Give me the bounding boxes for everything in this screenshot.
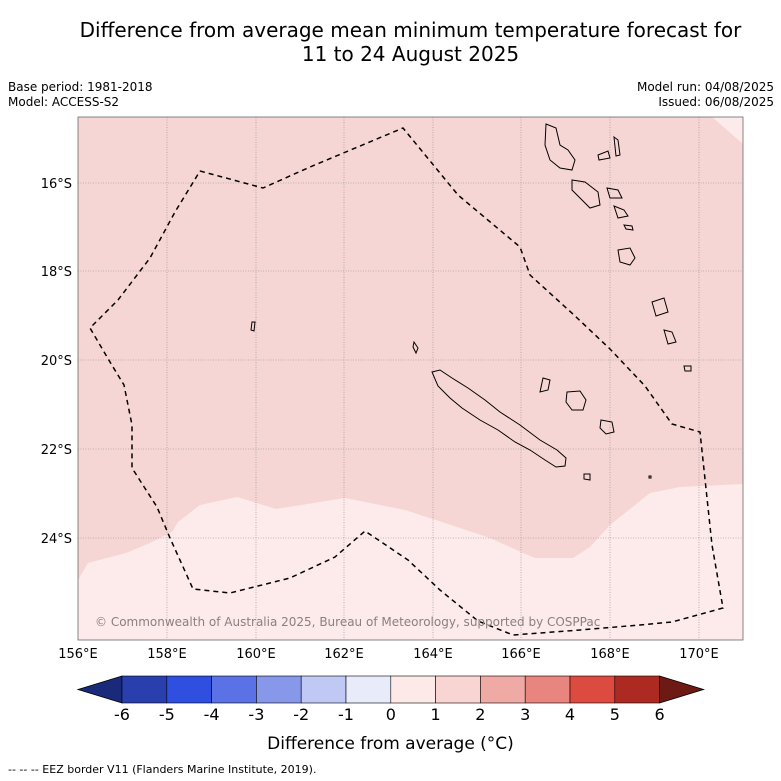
lon-tick: 162°E: [324, 647, 364, 662]
lon-tick: 160°E: [236, 647, 276, 662]
colorbar-swatch: [524, 675, 571, 704]
colorbar-tick-label: 4: [565, 705, 575, 724]
anomaly-zone-corner: [712, 117, 743, 144]
lon-tick: 156°E: [58, 647, 98, 662]
model-name: Model: ACCESS-S2: [8, 95, 120, 109]
longitude-axis: 156°E 158°E 160°E 162°E 164°E 166°E 168°…: [58, 647, 719, 662]
base-period: Base period: 1981-2018: [8, 80, 153, 94]
belep-island: [412, 340, 419, 355]
colorbar-tick-label: -2: [293, 705, 309, 724]
lifou-island: [565, 390, 587, 411]
chesterfield-islet: [250, 321, 256, 332]
new-caledonia-island: [431, 369, 567, 468]
colorbar-swatch: [166, 675, 212, 704]
title-line-2: 11 to 24 August 2025: [301, 42, 520, 66]
lon-tick: 158°E: [147, 647, 187, 662]
colorbar-tick-label: 1: [431, 705, 441, 724]
colorbar-tick-label: 6: [655, 705, 665, 724]
colorbar-tick-label: -6: [114, 705, 130, 724]
mare-island: [599, 419, 615, 435]
colorbar-tick-label: 3: [520, 705, 530, 724]
meta-left: Base period: 1981-2018 Model: ACCESS-S2: [8, 80, 153, 110]
lon-tick: 164°E: [413, 647, 453, 662]
footnote: -- -- -- EEZ border V11 (Flanders Marine…: [8, 763, 317, 776]
walpole-islet: [648, 475, 652, 479]
colorbar-tick-label: -3: [248, 705, 264, 724]
colorbar-swatch: [614, 675, 660, 704]
meta-right: Model run: 04/08/2025 Issued: 06/08/2025: [637, 80, 774, 110]
lat-tick: 24°S: [41, 532, 72, 547]
colorbar-extend-low: [76, 675, 123, 704]
copyright-notice: © Commonwealth of Australia 2025, Bureau…: [95, 615, 600, 629]
map-frame: [77, 116, 744, 641]
colorbar-extend-high: [659, 675, 705, 704]
ouvea-island: [539, 377, 551, 393]
colorbar-tick-label: 2: [475, 705, 485, 724]
lat-tick: 18°S: [41, 265, 72, 280]
colorbar-swatch: [480, 675, 526, 704]
colorbar-tick-label: -4: [204, 705, 220, 724]
issued-date: Issued: 06/08/2025: [658, 95, 774, 109]
colorbar-swatch: [256, 675, 302, 704]
colorbar-label: Difference from average (°C): [267, 734, 514, 754]
colorbar-swatch: [345, 675, 392, 704]
lon-tick: 170°E: [679, 647, 719, 662]
map-title: Difference from average mean minimum tem…: [40, 18, 781, 66]
anomaly-zone-lower: [78, 484, 743, 640]
colorbar-swatch: [300, 675, 347, 704]
colorbar-tick-label: 0: [386, 705, 396, 724]
lat-tick: 22°S: [41, 443, 72, 458]
isle-of-pines: [583, 473, 591, 481]
graticule: [78, 117, 743, 640]
colorbar-swatch: [121, 675, 168, 704]
lon-tick: 168°E: [590, 647, 630, 662]
colorbar-swatch: [435, 675, 481, 704]
title-line-1: Difference from average mean minimum tem…: [79, 18, 742, 42]
vanuatu-islands: [544, 123, 692, 372]
lon-tick: 166°E: [501, 647, 541, 662]
colorbar-ticks: -6 -5 -4 -3 -2 -1 0 1 2 3 4 5 6: [114, 705, 665, 724]
colorbar-swatch: [569, 675, 616, 704]
colorbar-tick-label: -5: [159, 705, 175, 724]
colorbar-swatch: [211, 675, 257, 704]
colorbar-swatch: [390, 675, 436, 704]
model-run: Model run: 04/08/2025: [636, 80, 774, 94]
lat-tick: 16°S: [41, 177, 72, 192]
latitude-axis: 16°S 18°S 20°S 22°S 24°S: [41, 177, 72, 547]
eez-border: [89, 127, 724, 636]
colorbar: [76, 675, 705, 704]
lat-tick: 20°S: [41, 354, 72, 369]
colorbar-tick-label: 5: [610, 705, 620, 724]
colorbar-tick-label: -1: [338, 705, 354, 724]
